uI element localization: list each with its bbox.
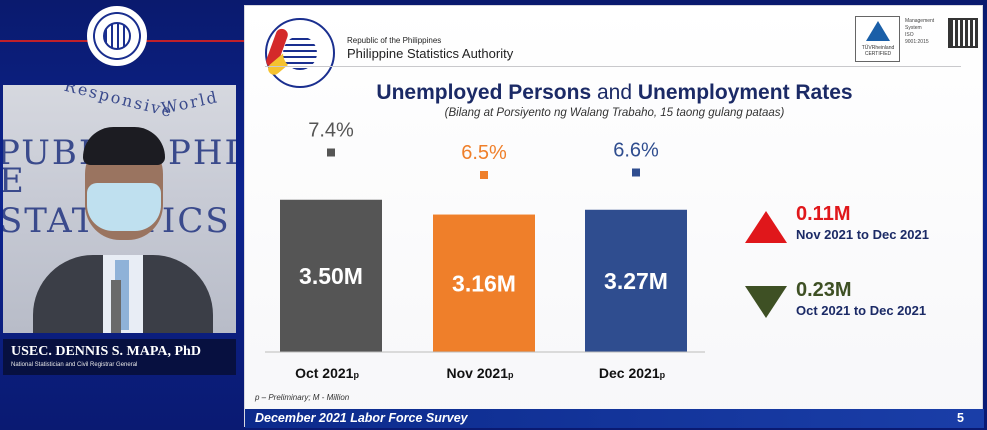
qr-code-icon [948, 18, 978, 48]
rate-marker [327, 148, 335, 157]
rate-label: 7.4% [308, 120, 354, 142]
bar-nov-2021 [433, 214, 535, 352]
category-label: Nov 2021p [447, 365, 514, 381]
slide-footer: December 2021 Labor Force Survey 5 [245, 409, 984, 428]
speaker-name: USEC. DENNIS S. MAPA, PhD [11, 344, 201, 359]
republic-label: Republic of the Philippines [347, 36, 442, 45]
rate-marker [632, 168, 640, 177]
psa-emblem-logo [87, 6, 147, 66]
slide-page-number: 5 [957, 411, 964, 425]
rate-label: 6.5% [461, 142, 507, 164]
triangle-up-icon [745, 211, 787, 243]
rate-label: 6.6% [613, 140, 659, 162]
wall-text-responsive: Responsive [62, 85, 176, 122]
presentation-slide: Republic of the Philippines Philippine S… [244, 5, 984, 428]
bar-value-label: 3.50M [299, 263, 363, 289]
chart-subtitle: (Bilang at Porsiyento ng Walang Trabaho,… [444, 107, 785, 119]
bar-value-label: 3.16M [452, 270, 516, 296]
rate-marker [480, 171, 488, 179]
speaker-video: PUBLIC PHILI E STATISTICS Responsive Wor… [3, 85, 236, 333]
speaker-title: National Statistician and Civil Registra… [11, 362, 138, 368]
agency-name: Philippine Statistics Authority [347, 46, 514, 61]
change-up-value: 0.11M [796, 203, 851, 225]
iso-cert-text: Management System ISO 9001:2015 [905, 18, 935, 45]
psa-seal-logo [264, 18, 335, 88]
wall-text-phili: PHILI [168, 133, 236, 173]
chart-title: Unemployed Persons and Unemployment Rate… [376, 81, 853, 104]
bar-dec-2021 [585, 209, 687, 352]
bar-oct-2021 [280, 199, 382, 352]
bar-value-label: 3.27M [604, 268, 668, 294]
change-up-description: Nov 2021 to Dec 2021 [796, 227, 929, 242]
wall-text-world: World [159, 87, 221, 118]
category-label: Dec 2021p [599, 365, 666, 381]
face-mask [87, 183, 161, 231]
speaker-nameplate: USEC. DENNIS S. MAPA, PhD National Stati… [3, 339, 236, 375]
microphone [111, 280, 121, 333]
tuv-certification-badge: TÜVRheinland CERTIFIED [855, 16, 900, 62]
category-label: Oct 2021p [295, 365, 359, 381]
change-down-description: Oct 2021 to Dec 2021 [796, 303, 927, 318]
cert-label: TÜVRheinland CERTIFIED [861, 45, 895, 57]
footer-survey-title: December 2021 Labor Force Survey [255, 411, 468, 425]
change-down-value: 0.23M [796, 279, 852, 301]
unemployment-bar-chart: 3.50M 7.4% Oct 2021p 3.16M 6.5% Nov 2021p 3.27… [265, 120, 705, 381]
header-divider [265, 66, 961, 67]
triangle-down-icon [745, 286, 787, 318]
footnote: p – Preliminary; M - Million [255, 393, 350, 402]
